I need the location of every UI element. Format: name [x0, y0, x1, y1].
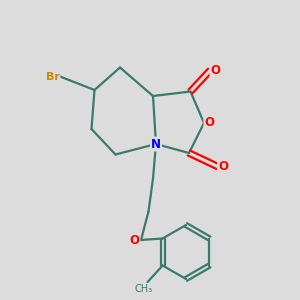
Text: O: O [218, 160, 228, 173]
Text: N: N [151, 137, 161, 151]
Text: CH₃: CH₃ [135, 284, 153, 294]
Text: O: O [129, 233, 140, 247]
Text: Br: Br [46, 71, 59, 82]
Text: O: O [204, 116, 214, 130]
Text: O: O [210, 64, 220, 77]
